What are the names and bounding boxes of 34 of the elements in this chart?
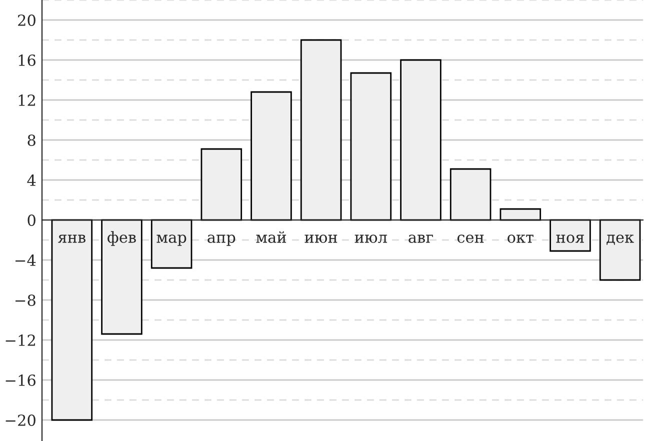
y-tick-label: −8 [16, 294, 36, 306]
y-tick-label: −16 [6, 374, 36, 386]
bar [101, 219, 142, 335]
x-tick-label: мар [156, 234, 186, 246]
x-tick-label: ноя [556, 234, 584, 243]
x-tick-label: фев [108, 231, 136, 246]
x-tick-label: авг [408, 234, 433, 243]
x-tick-label: июн [304, 234, 338, 243]
bar [250, 91, 292, 221]
bar [400, 59, 442, 221]
bar [300, 39, 342, 221]
y-tick-label: 8 [28, 134, 36, 146]
bar [150, 219, 192, 269]
y-tick-label: −12 [6, 334, 35, 346]
bar [450, 168, 492, 221]
x-tick-label: апр [208, 234, 236, 246]
x-tick-label: окт [508, 234, 534, 243]
x-tick-label: дек [606, 234, 634, 245]
y-tick-label: −20 [6, 414, 36, 426]
bar [200, 148, 242, 221]
bar [599, 219, 641, 281]
bar [350, 72, 392, 221]
x-tick-label: май [256, 231, 286, 243]
x-tick-label: янв [58, 234, 86, 243]
y-tick-label: 16 [18, 54, 36, 66]
y-tick-label: 20 [18, 14, 36, 26]
y-tick-label: 12 [18, 94, 35, 106]
y-tick-label: −4 [16, 254, 36, 266]
y-tick-label: 4 [27, 174, 36, 186]
y-tick-label: 0 [28, 214, 36, 226]
x-tick-label: сен [457, 234, 484, 243]
x-tick-label: июл [354, 234, 387, 243]
bar [51, 219, 93, 421]
bar [550, 219, 591, 252]
